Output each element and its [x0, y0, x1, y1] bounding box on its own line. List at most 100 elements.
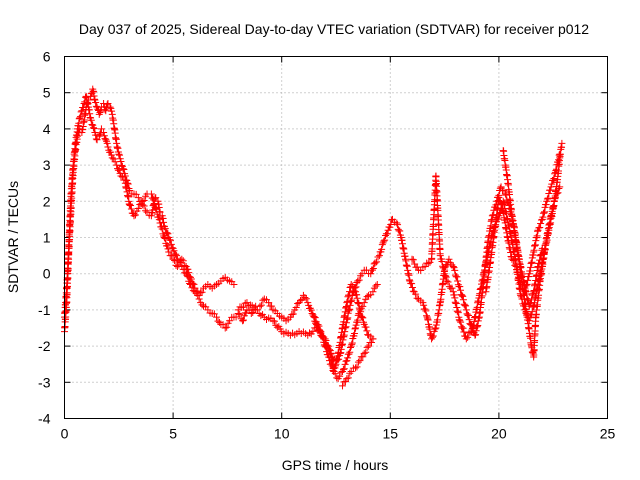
data-point [555, 151, 563, 159]
data-point [440, 264, 448, 272]
data-point [108, 154, 116, 162]
data-point [332, 357, 340, 365]
data-point [528, 308, 536, 316]
data-point [95, 110, 103, 118]
data-point [188, 279, 196, 287]
data-point [363, 293, 371, 301]
data-point [353, 294, 361, 302]
data-point [439, 262, 447, 270]
data-point [323, 348, 331, 356]
data-point [185, 269, 193, 277]
data-point [525, 317, 533, 325]
data-point [529, 303, 537, 311]
data-point [93, 136, 101, 144]
data-point [354, 316, 362, 324]
data-point [257, 312, 265, 320]
data-point [321, 342, 329, 350]
data-point [345, 291, 353, 299]
data-point [371, 259, 379, 267]
data-point [81, 93, 89, 101]
data-point [383, 230, 391, 238]
y-tick-label: -2 [38, 338, 51, 354]
data-point [363, 343, 371, 351]
data-point [158, 225, 166, 233]
plot-frame [64, 56, 608, 419]
data-point [549, 203, 557, 211]
data-point [550, 197, 558, 205]
data-point [314, 321, 322, 329]
data-point [536, 256, 544, 264]
data-point [453, 304, 461, 312]
data-point [421, 262, 429, 270]
data-point [537, 251, 545, 259]
data-point [168, 252, 176, 260]
data-point [513, 266, 521, 274]
data-point [443, 277, 451, 285]
data-point [426, 258, 434, 266]
data-point [102, 136, 110, 144]
data-point [552, 165, 560, 173]
data-point [351, 325, 359, 333]
data-point [454, 307, 462, 315]
data-point [126, 201, 134, 209]
data-point [325, 357, 333, 365]
data-point [127, 205, 135, 213]
data-point [523, 295, 531, 303]
data-point [156, 219, 164, 227]
data-point [97, 125, 105, 133]
data-point [355, 276, 363, 284]
data-point [423, 312, 430, 320]
data-point [108, 107, 116, 115]
data-point [139, 197, 147, 205]
data-point [168, 244, 176, 252]
data-point [349, 282, 357, 290]
data-point [346, 348, 354, 356]
data-series [61, 85, 566, 390]
data-point [347, 342, 355, 350]
data-point [546, 186, 554, 194]
data-point [554, 189, 562, 197]
data-point [76, 114, 84, 122]
data-point [352, 321, 360, 329]
data-point [96, 130, 104, 138]
data-point [333, 355, 341, 363]
data-point [509, 256, 517, 264]
data-point [360, 299, 368, 307]
data-point [134, 205, 142, 213]
data-point [514, 269, 522, 277]
data-point [100, 129, 108, 137]
data-point [213, 313, 221, 321]
data-point [89, 124, 97, 132]
data-point [545, 190, 553, 198]
data-point [339, 365, 347, 373]
data-point [354, 298, 362, 306]
data-point [356, 357, 364, 365]
data-point [429, 332, 437, 340]
data-point [394, 221, 402, 229]
data-point [422, 307, 430, 315]
data-point [344, 374, 352, 382]
data-point [179, 257, 187, 265]
data-point [107, 151, 115, 159]
data-point [247, 310, 255, 318]
data-point [380, 237, 388, 245]
data-point [540, 209, 548, 217]
data-point [136, 201, 144, 209]
y-tick-label: 0 [43, 266, 51, 282]
data-point [111, 158, 119, 166]
data-point [301, 293, 309, 301]
data-point [152, 205, 160, 213]
data-point [116, 151, 124, 159]
series-d [310, 281, 377, 375]
data-point [523, 290, 531, 298]
data-point [367, 339, 375, 347]
data-point [535, 259, 543, 267]
data-point [259, 296, 267, 304]
data-point [355, 304, 363, 312]
data-point [166, 236, 174, 244]
data-point [456, 283, 464, 291]
data-point [115, 150, 123, 158]
data-point [457, 323, 465, 331]
data-point [316, 327, 324, 335]
data-point [527, 296, 535, 304]
